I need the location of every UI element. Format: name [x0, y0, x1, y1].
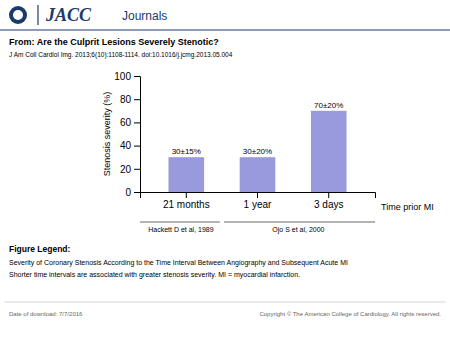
subtitle: J Am Coll Cardiol Img. 2013;6(10):1108-1… — [9, 51, 233, 59]
chart: JACC Journals From: Are the Culprit Lesion… — [0, 0, 450, 338]
tick: 60 — [120, 117, 140, 128]
header: JACC Journals — [0, 5, 450, 30]
tick-mark — [134, 146, 140, 147]
tick-mark — [134, 99, 140, 100]
tick-label: 0 — [125, 187, 131, 198]
tick-label: 100 — [114, 71, 131, 82]
source-bracket — [140, 222, 220, 223]
x-axis: 21 months 1 year 3 days — [141, 192, 376, 210]
footer-text: Copyright © The American College of Card… — [259, 311, 441, 317]
bar — [168, 157, 204, 192]
data-label: 30±20% — [243, 147, 272, 156]
header-rule — [0, 30, 450, 31]
source-label: Ojo S et al, 2000 — [272, 226, 324, 234]
tick-mark — [257, 192, 258, 198]
logo — [13, 10, 23, 20]
bar — [240, 157, 276, 192]
bars — [168, 111, 346, 192]
data-label: 70±20% — [314, 101, 343, 110]
y-axis: 0 20 40 60 80 100 — [114, 71, 140, 198]
tick-label: 60 — [120, 117, 132, 128]
logo — [9, 6, 27, 24]
logo-subtext: Journals — [122, 9, 167, 23]
footer: Date of download: 7/7/2016 Copyright © Th… — [5, 302, 446, 317]
source-bracket — [224, 222, 375, 223]
tick: 3 days — [314, 192, 343, 210]
footer-rule — [5, 302, 446, 303]
x-axis-title: Time prior MI — [381, 202, 434, 212]
figure-legend: Figure Legend: Severity of Coronary Steno… — [9, 244, 348, 279]
tick-mark — [134, 169, 140, 170]
footer-text: Date of download: 7/7/2016 — [9, 311, 83, 317]
axis-line — [141, 193, 376, 199]
tick: 1 year — [244, 192, 272, 210]
source-label: Hackett D et al, 1989 — [148, 226, 213, 233]
tick: 21 months — [163, 192, 210, 210]
tick-mark — [328, 192, 329, 198]
tick-label: 21 months — [163, 199, 210, 210]
title: From: Are the Culprit Lesions Severely S… — [9, 37, 219, 47]
tick: 20 — [120, 164, 140, 175]
tick: 80 — [120, 94, 140, 105]
y-axis-title: Stenosis severity (%) — [102, 92, 112, 177]
axis-line — [134, 77, 141, 193]
tick-label: 3 days — [314, 199, 343, 210]
tick-mark — [134, 122, 140, 123]
separator — [37, 5, 38, 25]
tick-label: 20 — [120, 164, 132, 175]
tick-label: 1 year — [244, 199, 272, 210]
source-labels: Hackett D et al, 1989 Ojo S et al, 2000 — [140, 222, 375, 234]
tick: 0 — [125, 187, 140, 198]
data-label: 30±15% — [172, 147, 201, 156]
tick-mark — [134, 76, 140, 77]
tick-mark — [134, 192, 140, 193]
logo-text: JACC — [45, 5, 92, 25]
tick: 40 — [120, 140, 140, 151]
bar — [311, 111, 347, 192]
tick: 100 — [114, 71, 140, 82]
tick-label: 80 — [120, 94, 132, 105]
tick-label: 40 — [120, 140, 132, 151]
figure-legend-title: Figure Legend: — [9, 244, 71, 254]
figure-legend-text: Shorter time intervals are associated wi… — [9, 271, 300, 279]
figure-legend-text: Severity of Coronary Stenosis According … — [9, 259, 348, 267]
tick-mark — [186, 192, 187, 198]
data-labels: 30±15% 30±20% 70±20% — [172, 101, 344, 156]
